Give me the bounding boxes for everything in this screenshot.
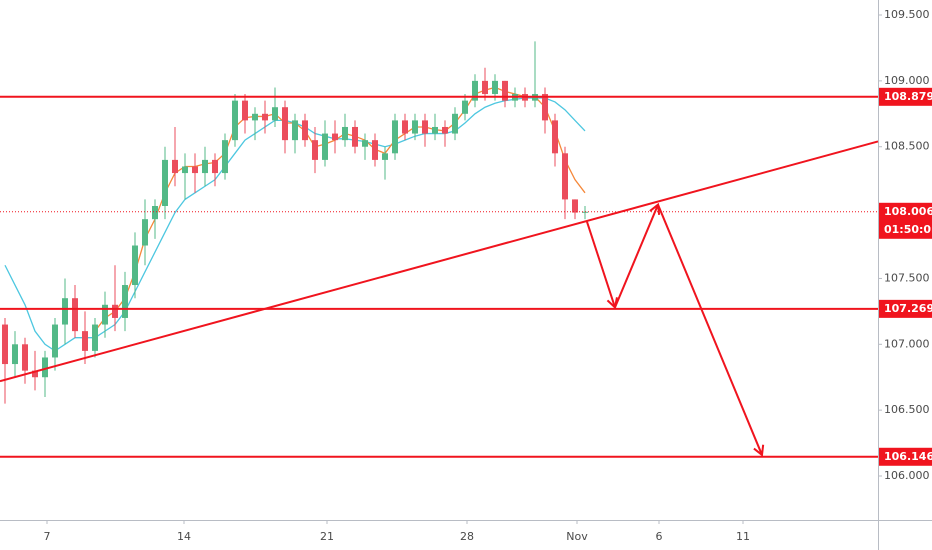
- candle-body: [72, 298, 78, 332]
- projection-arrow: [614, 205, 658, 308]
- y-tick-label: 109.500: [884, 8, 930, 21]
- candle-body: [312, 140, 318, 160]
- y-tick-label: 109.000: [884, 74, 930, 87]
- candle-body: [262, 113, 268, 121]
- projection-arrow: [586, 221, 615, 308]
- x-tick-label: 11: [736, 530, 750, 543]
- candle-body: [362, 140, 368, 147]
- x-tick-label: Nov: [566, 530, 588, 543]
- candle-body: [12, 344, 18, 365]
- candle-body: [292, 120, 298, 141]
- candle-body: [2, 324, 8, 365]
- level-label: 108.879: [884, 90, 932, 103]
- candle-body: [32, 370, 38, 378]
- candle-body: [22, 344, 28, 371]
- candle-body: [462, 100, 468, 114]
- y-tick-label: 107.000: [884, 337, 930, 350]
- candle-body: [452, 113, 458, 134]
- candle-body: [222, 140, 228, 174]
- projection-arrow: [657, 204, 762, 455]
- candle-body: [112, 304, 118, 318]
- candle-body: [212, 159, 218, 174]
- candle-body: [352, 126, 358, 147]
- candle-body: [102, 304, 108, 325]
- candle-body: [572, 199, 578, 213]
- x-tick-label: 6: [656, 530, 663, 543]
- candle-body: [192, 166, 198, 174]
- candle-body: [92, 324, 98, 351]
- candle-body: [342, 126, 348, 141]
- candle-body: [422, 120, 428, 134]
- candle-body: [252, 113, 258, 121]
- candle-body: [492, 80, 498, 95]
- candle-body: [392, 120, 398, 154]
- candle-body: [282, 107, 288, 141]
- candle-body: [402, 120, 408, 134]
- x-tick-label: 21: [320, 530, 334, 543]
- level-badge: [879, 299, 932, 318]
- candle-body: [382, 153, 388, 160]
- countdown-label: 01:50:05: [884, 223, 932, 236]
- candle-body: [332, 133, 338, 141]
- candle-body: [152, 205, 158, 220]
- candle-body: [132, 245, 138, 286]
- level-badge: [879, 447, 932, 466]
- candle-body: [322, 133, 328, 160]
- x-tick-label: 7: [44, 530, 51, 543]
- candle-body: [562, 153, 568, 200]
- current-price-label: 108.006: [884, 205, 932, 218]
- candle-body: [82, 331, 88, 351]
- candle-body: [542, 94, 548, 121]
- x-tick-label: 14: [177, 530, 191, 543]
- level-badge: [879, 87, 932, 106]
- candle-body: [142, 219, 148, 246]
- y-tick-label: 106.000: [884, 469, 930, 482]
- candle-body: [372, 140, 378, 160]
- candle-body: [172, 159, 178, 174]
- y-tick-label: 108.500: [884, 140, 930, 153]
- candle-body: [442, 126, 448, 134]
- current-price-badge: [879, 202, 932, 239]
- candle-body: [242, 100, 248, 121]
- level-label: 107.269: [884, 302, 932, 315]
- candle-body: [482, 80, 488, 95]
- candle-body: [552, 120, 558, 154]
- candle-body: [182, 166, 188, 174]
- candle-body: [232, 100, 238, 141]
- candle-body: [302, 120, 308, 141]
- candle-body: [412, 120, 418, 134]
- candle-body: [122, 285, 128, 318]
- candle-body: [52, 324, 58, 358]
- candle-body: [472, 80, 478, 101]
- level-label: 106.146: [884, 450, 932, 463]
- y-tick-label: 107.500: [884, 271, 930, 284]
- x-tick-label: 28: [460, 530, 474, 543]
- candle-body: [202, 159, 208, 174]
- candle-body: [42, 357, 48, 378]
- candle-body: [432, 126, 438, 134]
- candle-body: [272, 107, 278, 121]
- candle-body: [62, 298, 68, 325]
- candle-body: [502, 80, 508, 101]
- trendline: [0, 140, 879, 383]
- candle-body: [162, 159, 168, 206]
- y-tick-label: 106.500: [884, 403, 930, 416]
